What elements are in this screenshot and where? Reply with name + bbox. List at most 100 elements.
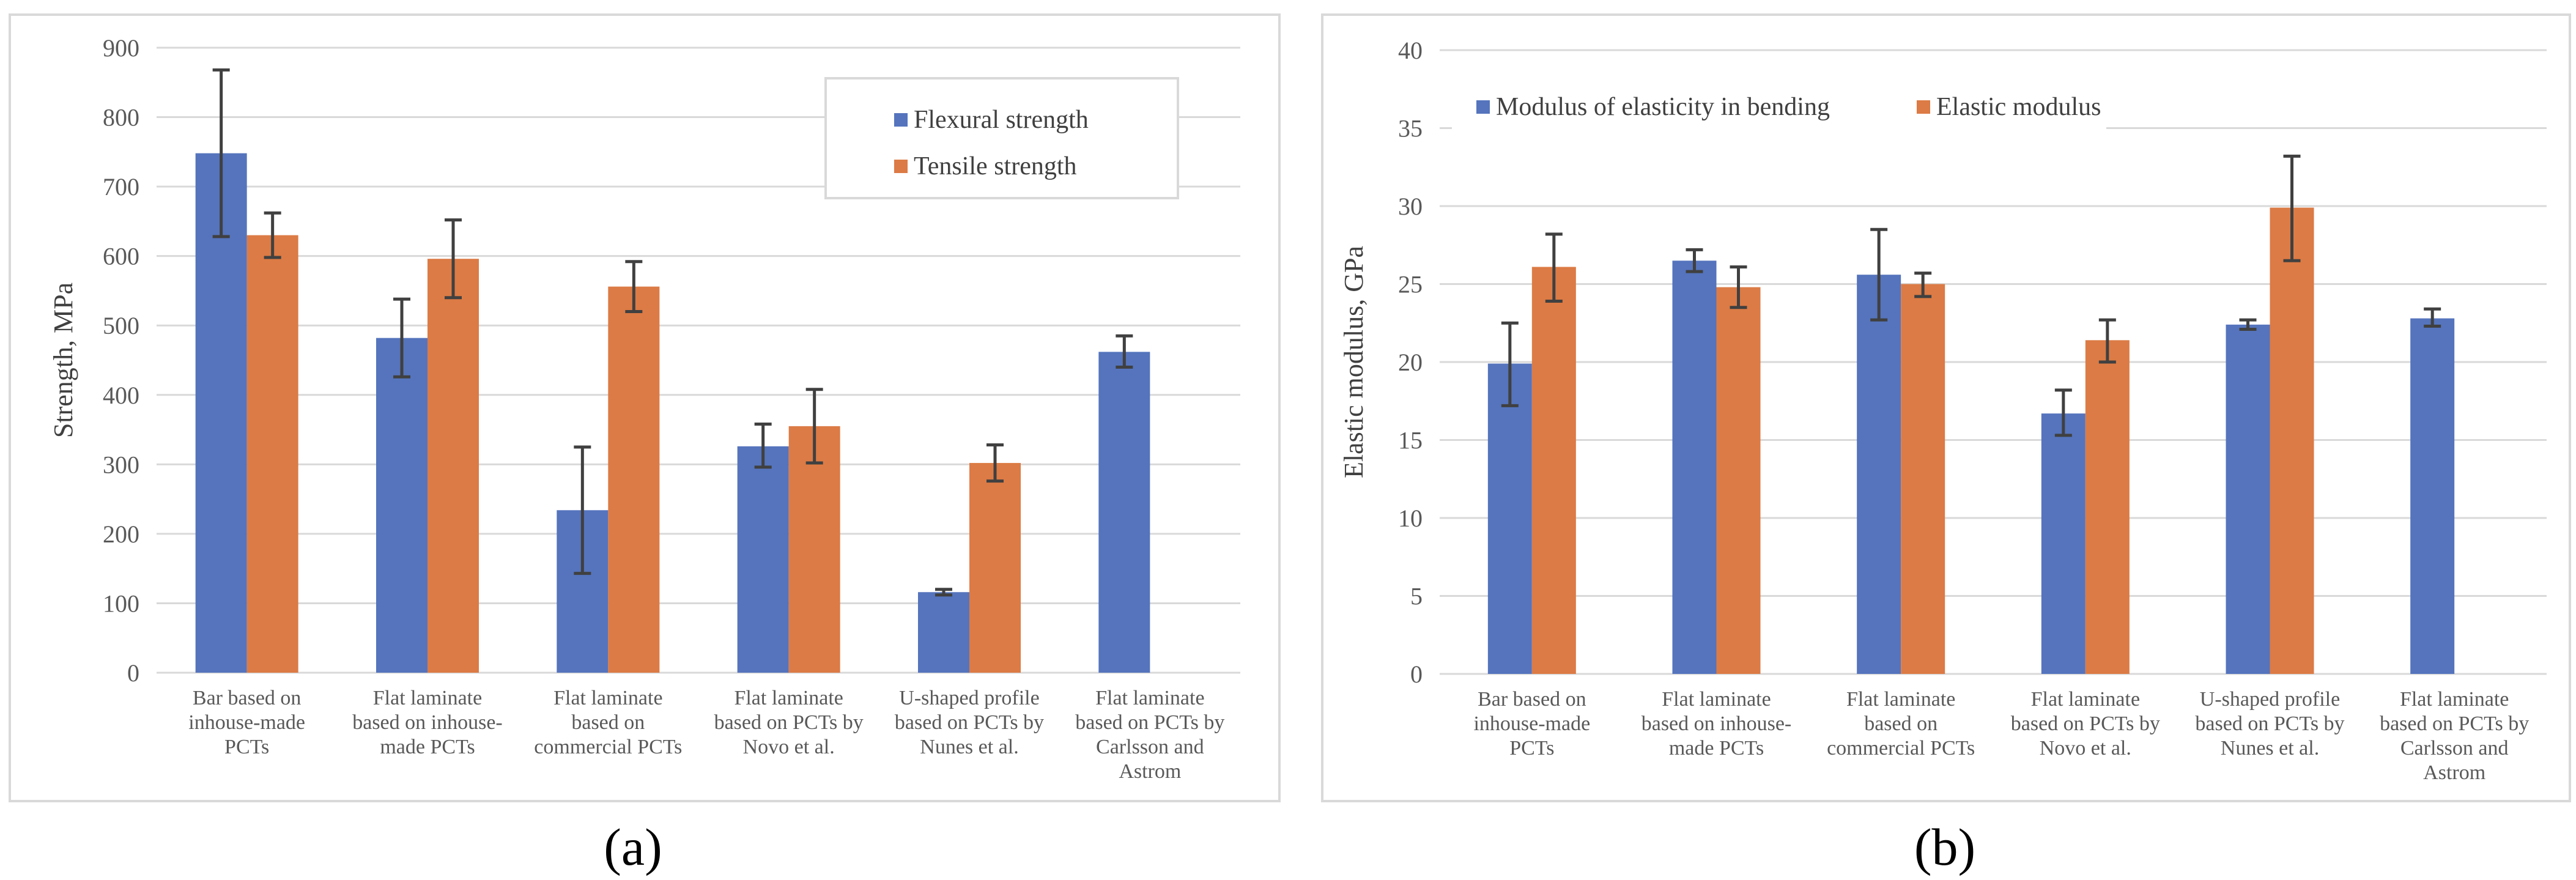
bar-series2	[1531, 267, 1576, 674]
bar-series1	[195, 153, 247, 673]
y-tick-label: 25	[1398, 271, 1423, 298]
y-tick-label: 15	[1398, 427, 1423, 454]
bar-series1	[737, 446, 789, 673]
x-tick-label: U-shaped profile based on PCTs by Nunes et…	[2195, 688, 2344, 760]
y-tick-label: 200	[103, 520, 139, 548]
x-tick-line: made PCTs	[380, 736, 475, 758]
x-tick-label: U-shaped profile based on PCTs by Nunes et…	[895, 687, 1044, 758]
x-tick-line: Carlsson and	[1096, 736, 1204, 758]
bar-series2	[2085, 340, 2130, 674]
bar-series1	[1487, 363, 1532, 674]
x-tick-line: based on PCTs by	[2195, 712, 2344, 735]
x-tick-line: Bar based on	[1478, 688, 1586, 711]
bar-series1	[2410, 318, 2455, 674]
x-tick-line: based on inhouse-	[1641, 712, 1792, 735]
strength-chart: 0 100 200 300 400 500 600 700 800 900 Strength, MP…	[48, 34, 1240, 783]
x-tick-line: based on PCTs by	[895, 711, 1044, 734]
bar-series1	[1857, 275, 1901, 674]
x-tick-line: Novo et al.	[743, 736, 835, 758]
x-tick-line: made PCTs	[1669, 737, 1764, 760]
bar-series2	[969, 463, 1021, 673]
y-tick-label: 40	[1398, 37, 1423, 64]
legend-a: Flexural strength Tensile strength	[824, 77, 1179, 199]
legend-item-elastic-modulus: Elastic modulus	[1917, 92, 2101, 122]
x-tick-line: Nunes et al.	[2221, 737, 2319, 760]
y-tick-label: 900	[103, 34, 139, 62]
bar-series2	[1716, 287, 1761, 675]
bar-series1	[376, 338, 427, 673]
y-tick-label: 35	[1398, 115, 1423, 142]
x-tick-label: Flat laminate based on PCTs by Novo et al.	[2011, 688, 2160, 760]
x-tick-label: Flat laminate based on commercial PCTs	[1827, 688, 1975, 760]
x-tick-line: Flat laminate	[734, 687, 843, 709]
bar-series1	[1098, 352, 1150, 673]
caption-a: (a)	[604, 818, 662, 876]
legend-label: Modulus of elasticity in bending	[1496, 93, 1830, 121]
legend-swatch-orange	[894, 160, 908, 173]
y-tick-label: 0	[1410, 660, 1423, 688]
x-tick-line: Flat laminate	[373, 687, 482, 709]
y-tick-label: 0	[127, 659, 139, 687]
x-tick-line: Astrom	[1119, 760, 1181, 783]
chart-panel-b: 0 5 10 15 20 25 30 35 40 Elastic modulus, GPa Bar …	[1321, 13, 2571, 802]
y-axis-label: Elastic modulus, GPa	[1339, 246, 1369, 478]
legend-label: Elastic modulus	[1936, 93, 2101, 121]
legend-swatch-orange	[1917, 100, 1930, 114]
bar-series2	[1901, 284, 1945, 674]
x-tick-line: based on	[1864, 712, 1938, 735]
x-tick-label: Flat laminate based on PCTs by Carlsson an…	[2380, 688, 2529, 784]
x-tick-line: Flat laminate	[553, 687, 662, 709]
x-tick-line: Astrom	[2423, 761, 2485, 784]
x-tick-label: Flat laminate based on inhouse-made PCTs	[1641, 688, 1792, 760]
x-tick-line: Flat laminate	[1846, 688, 1955, 711]
x-tick-line: based on PCTs by	[2380, 712, 2529, 735]
bar-series1	[918, 592, 969, 673]
x-tick-line: Carlsson and	[2400, 737, 2509, 760]
y-axis-label: Strength, MPa	[48, 283, 78, 438]
x-tick-label: Flat laminate based on PCTs by Carlsson an…	[1075, 687, 1224, 783]
y-tick-label: 5	[1410, 583, 1423, 610]
bar-series2	[427, 259, 479, 673]
x-tick-label: Bar based on inhouse-made PCTs	[1473, 688, 1590, 760]
y-tick-label: 100	[103, 590, 139, 617]
x-tick-line: based on inhouse-	[352, 711, 503, 734]
x-tick-line: Flat laminate	[2031, 688, 2140, 711]
y-tick-label: 500	[103, 312, 139, 339]
legend-item-tensile-strength: Tensile strength	[894, 152, 1077, 181]
caption-b: (b)	[1914, 818, 1976, 876]
x-tick-line: inhouse-made	[1473, 712, 1590, 735]
legend-label: Flexural strength	[914, 106, 1089, 134]
bar-series2	[246, 235, 298, 673]
x-tick-line: PCTs	[1509, 737, 1554, 760]
y-tick-label: 10	[1398, 505, 1423, 532]
y-tick-label: 400	[103, 382, 139, 409]
x-tick-label: Flat laminate based on commercial PCTs	[534, 687, 682, 758]
x-tick-line: Novo et al.	[2040, 737, 2131, 760]
bar-series2	[2270, 207, 2314, 674]
x-tick-line: Flat laminate	[1095, 687, 1204, 709]
x-tick-line: U-shaped profile	[899, 687, 1039, 709]
bar-series1	[1672, 261, 1717, 674]
y-tick-label: 300	[103, 451, 139, 478]
x-tick-line: Bar based on	[193, 687, 302, 709]
x-tick-line: Nunes et al.	[920, 736, 1018, 758]
legend-label: Tensile strength	[914, 152, 1077, 180]
bar-series1	[2041, 413, 2086, 674]
bar-series1	[2226, 324, 2270, 674]
y-tick-label: 800	[103, 104, 139, 131]
y-tick-label: 30	[1398, 193, 1423, 220]
y-tick-label: 20	[1398, 349, 1423, 376]
chart-panel-a: 0 100 200 300 400 500 600 700 800 900 Strength, MP…	[9, 13, 1281, 802]
x-tick-label: Flat laminate based on PCTs by Novo et al.	[714, 687, 864, 758]
x-tick-label: Bar based on inhouse-made PCTs	[188, 687, 305, 758]
x-tick-line: commercial PCTs	[534, 736, 682, 758]
x-tick-line: inhouse-made	[188, 711, 305, 734]
x-tick-line: based on PCTs by	[1075, 711, 1224, 734]
legend-item-flexural-strength: Flexural strength	[894, 105, 1089, 135]
legend-swatch-blue	[894, 113, 908, 127]
legend-swatch-blue	[1476, 100, 1490, 114]
x-tick-line: based on PCTs by	[2011, 712, 2160, 735]
x-tick-line: based on PCTs by	[714, 711, 864, 734]
x-tick-line: Flat laminate	[2400, 688, 2509, 711]
y-tick-label: 600	[103, 243, 139, 270]
